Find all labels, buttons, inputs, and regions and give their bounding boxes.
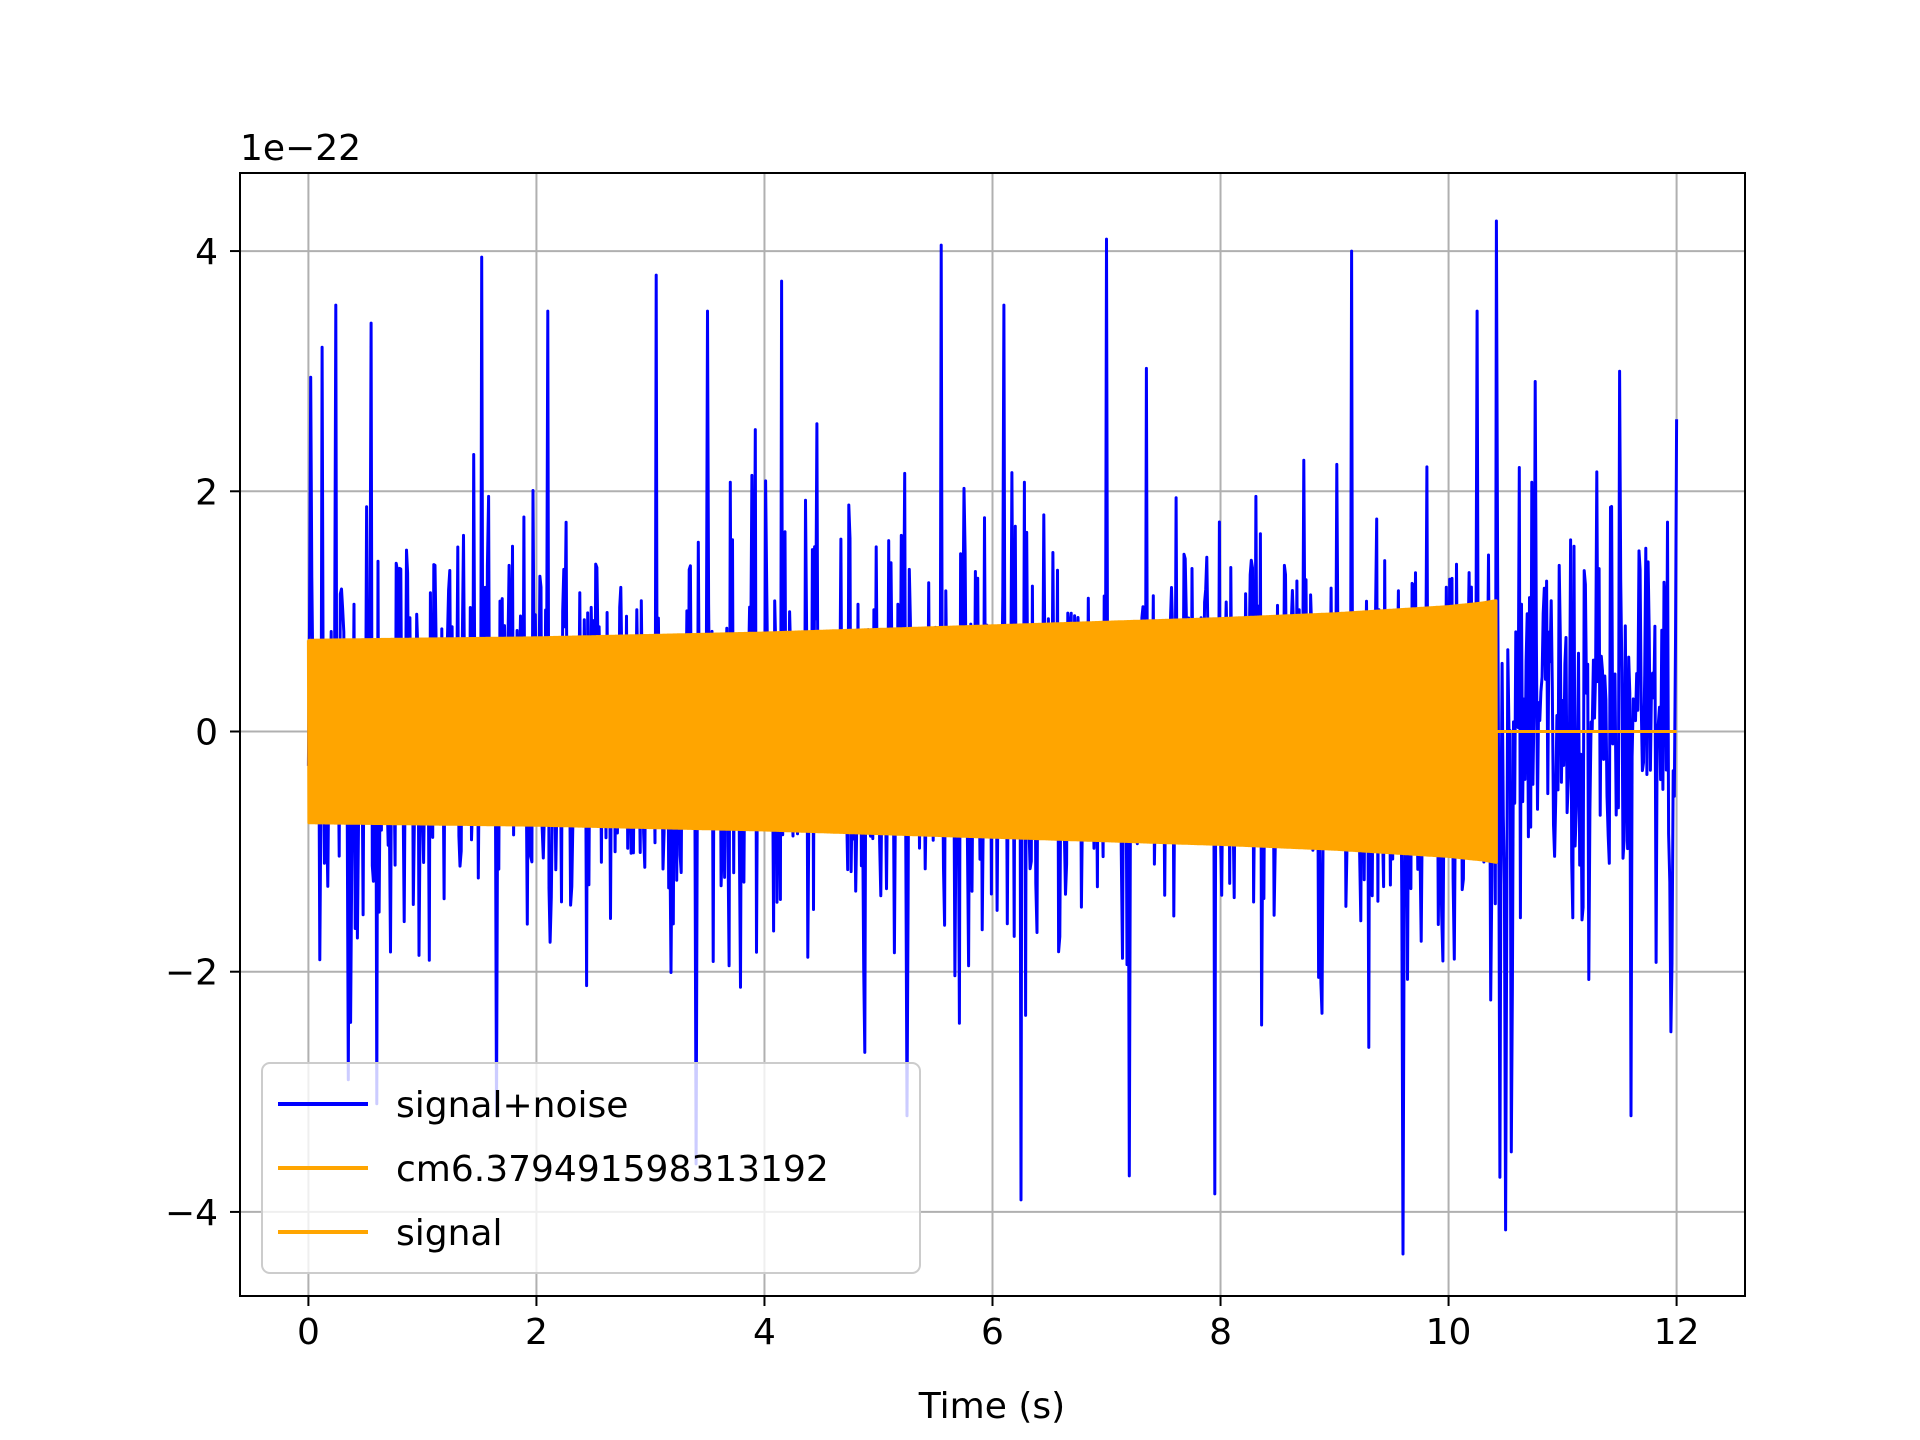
x-tick-label: 8 (1209, 1312, 1232, 1353)
y-tick-label: −4 (165, 1193, 218, 1234)
x-tick-label: 0 (297, 1312, 320, 1353)
x-tick-label: 10 (1426, 1312, 1472, 1353)
legend-box (261, 1062, 921, 1274)
x-tick-label: 4 (753, 1312, 776, 1353)
legend-label-cm: cm6.379491598313192 (396, 1149, 829, 1190)
x-tick-label: 12 (1654, 1312, 1700, 1353)
legend-label-signal: signal (396, 1213, 503, 1254)
data-layer (306, 219, 1679, 1256)
x-axis-label: Time (s) (918, 1386, 1065, 1427)
y-tick-label: 0 (195, 712, 218, 753)
y-offset-label: 1e−22 (240, 128, 361, 169)
series-signal (306, 599, 1677, 864)
x-tick-label: 6 (981, 1312, 1004, 1353)
y-tick-label: 4 (195, 232, 218, 273)
y-tick-label: −2 (165, 953, 218, 994)
legend-label-signal-noise: signal+noise (396, 1085, 628, 1126)
axis-ticks: 0 2 4 6 8 10 12 −4 −2 0 2 4 (165, 232, 1700, 1353)
legend: signal+noise cm6.379491598313192 signal (261, 1062, 921, 1274)
x-tick-label: 2 (525, 1312, 548, 1353)
y-tick-label: 2 (195, 472, 218, 513)
